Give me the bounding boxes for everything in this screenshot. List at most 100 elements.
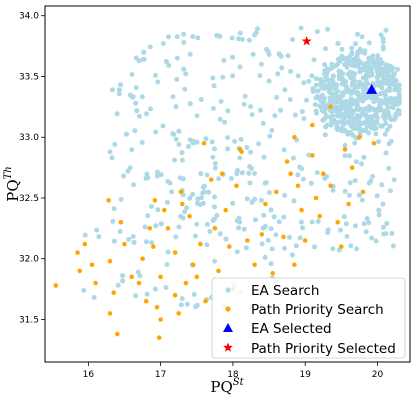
ea-search-point	[174, 77, 180, 82]
path-priority-search-point	[152, 198, 158, 203]
path-priority-search-point	[227, 244, 232, 249]
ea-search-point	[385, 105, 391, 111]
ea-search-point	[111, 206, 117, 212]
ea-search-point	[313, 76, 319, 82]
y-tick-label: 32.5	[19, 194, 39, 204]
ea-search-point	[204, 221, 210, 227]
ea-search-point	[350, 124, 356, 130]
ea-search-point	[212, 160, 218, 166]
ea-search-point	[210, 106, 216, 111]
ea-search-point	[348, 243, 354, 249]
ea-search-point	[350, 80, 356, 85]
path-priority-search-point	[165, 226, 171, 231]
ea-search-point	[386, 165, 392, 171]
ea-search-point	[295, 73, 301, 79]
ea-search-point	[318, 82, 324, 88]
ea-search-point	[234, 171, 240, 177]
ea-search-point	[165, 179, 171, 184]
path-priority-search-point	[219, 171, 225, 176]
ea-search-point	[309, 73, 315, 79]
ea-search-point	[111, 238, 117, 244]
ea-search-point	[368, 178, 374, 184]
path-priority-search-point	[310, 122, 315, 128]
ea-search-point	[112, 141, 118, 147]
ea-search-point	[306, 78, 312, 84]
ea-search-point	[383, 120, 389, 126]
ea-search-point	[225, 146, 231, 152]
ea-search-point	[201, 189, 207, 195]
ea-search-point	[96, 234, 102, 240]
ea-search-point	[322, 132, 328, 138]
path-priority-search-point	[274, 189, 279, 195]
ea-search-point	[258, 61, 264, 67]
ea-search-point	[330, 74, 336, 79]
ea-search-point	[220, 74, 226, 80]
ea-search-point	[322, 103, 328, 109]
ea-search-point	[383, 98, 389, 104]
ea-search-point	[291, 198, 297, 204]
ea-search-point	[169, 189, 175, 195]
path-priority-search-point	[106, 198, 111, 203]
ea-search-point	[269, 246, 275, 252]
ea-search-point	[268, 207, 274, 213]
ea-search-point	[341, 214, 347, 220]
legend-label-path-priority-search: Path Priority Search	[251, 302, 384, 318]
ea-search-point	[184, 301, 190, 307]
ea-search-point	[250, 51, 256, 57]
path-priority-search-point	[292, 134, 297, 140]
ea-search-point	[361, 128, 367, 133]
path-priority-search-point	[183, 280, 189, 286]
ea-search-point	[237, 64, 243, 70]
ea-search-point	[130, 94, 136, 100]
ea-search-point	[304, 97, 309, 103]
ea-search-point	[313, 95, 319, 101]
ea-search-point	[147, 44, 153, 50]
ea-search-point	[364, 124, 370, 130]
ea-search-point	[387, 123, 393, 129]
ea-search-point	[223, 236, 229, 242]
ea-search-point	[203, 136, 209, 142]
ea-search-point	[214, 212, 220, 218]
ea-search-point	[209, 139, 215, 145]
ea-search-point	[247, 180, 253, 186]
ea-search-point	[143, 175, 149, 181]
path-priority-search-point	[223, 207, 228, 213]
ea-selected-marker	[366, 83, 378, 94]
ea-search-point	[81, 288, 87, 293]
ea-search-point	[384, 127, 390, 133]
ea-search-point	[343, 221, 349, 227]
ea-search-point	[237, 30, 243, 36]
ea-search-point	[191, 291, 197, 297]
ea-search-point	[255, 26, 260, 32]
ea-search-point	[173, 104, 179, 110]
ea-search-point	[315, 218, 321, 224]
path-priority-search-point	[140, 256, 145, 262]
ea-search-point	[383, 27, 389, 33]
ea-search-point	[165, 249, 171, 255]
ea-search-point	[313, 82, 319, 88]
y-axis-label-base: PQ	[4, 179, 22, 201]
ea-search-point	[395, 66, 401, 72]
ea-search-point	[211, 83, 217, 89]
ea-search-point	[393, 78, 399, 84]
ea-search-point	[382, 66, 388, 71]
path-priority-search-point	[151, 244, 156, 249]
path-priority-search-point	[201, 141, 207, 146]
path-priority-search-point	[143, 298, 149, 304]
ea-search-point	[186, 144, 192, 149]
ea-search-point	[153, 223, 159, 229]
legend-marker-path-priority-selected	[223, 342, 233, 352]
ea-search-point	[136, 113, 142, 119]
ea-search-point	[114, 111, 120, 117]
ea-search-point	[164, 199, 170, 205]
path-priority-search-point	[158, 317, 163, 322]
ea-search-point	[141, 49, 147, 55]
ea-search-point	[252, 32, 258, 38]
ea-search-point	[347, 180, 353, 186]
ea-search-point	[373, 131, 379, 137]
ea-search-point	[331, 93, 337, 99]
ea-search-point	[282, 87, 288, 93]
ea-search-point	[133, 100, 139, 106]
ea-search-point	[244, 145, 250, 150]
